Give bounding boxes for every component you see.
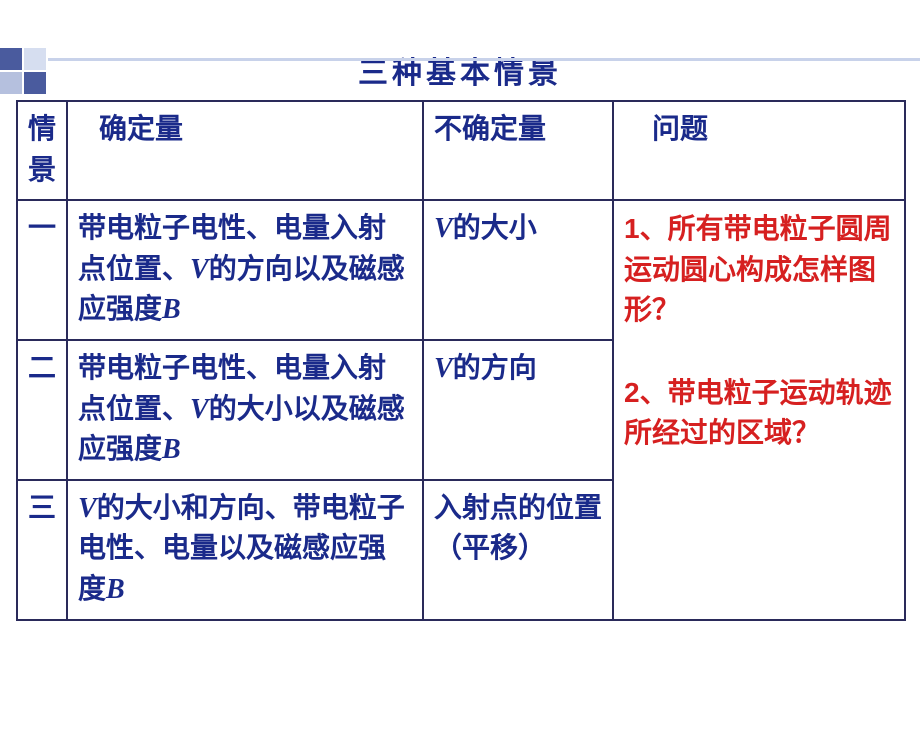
table-header-row: 情景 确定量 不确定量 问题 xyxy=(17,101,905,200)
deco-square xyxy=(0,72,22,94)
scenarios-table: 情景 确定量 不确定量 问题 一 带电粒子电性、电量入射点位置、V的方向以及磁感… xyxy=(16,100,906,621)
cell-undetermined: V的大小 xyxy=(423,200,613,340)
cell-undetermined: V的方向 xyxy=(423,340,613,480)
cell-scenario-index: 三 xyxy=(17,480,67,620)
cell-determined: 带电粒子电性、电量入射点位置、V的大小以及磁感应强度B xyxy=(67,340,423,480)
header-question: 问题 xyxy=(613,101,905,200)
slide-title: 三种基本情景 xyxy=(0,48,920,92)
header-scenario: 情景 xyxy=(17,101,67,200)
deco-square xyxy=(24,48,46,70)
header-determined: 确定量 xyxy=(67,101,423,200)
cell-questions: 1、所有带电粒子圆周运动圆心构成怎样图形？ 2、带电粒子运动轨迹所经过的区域？ xyxy=(613,200,905,619)
cell-scenario-index: 一 xyxy=(17,200,67,340)
cell-determined: V的大小和方向、带电粒子电性、电量以及磁感应强度B xyxy=(67,480,423,620)
cell-scenario-index: 二 xyxy=(17,340,67,480)
corner-decoration xyxy=(0,48,70,98)
table-row: 一 带电粒子电性、电量入射点位置、V的方向以及磁感应强度B V的大小 1、所有带… xyxy=(17,200,905,340)
deco-square xyxy=(0,48,22,70)
deco-square xyxy=(24,72,46,94)
cell-determined: 带电粒子电性、电量入射点位置、V的方向以及磁感应强度B xyxy=(67,200,423,340)
cell-undetermined: 入射点的位置（平移） xyxy=(423,480,613,620)
header-undetermined: 不确定量 xyxy=(423,101,613,200)
top-accent-bar xyxy=(48,58,920,61)
